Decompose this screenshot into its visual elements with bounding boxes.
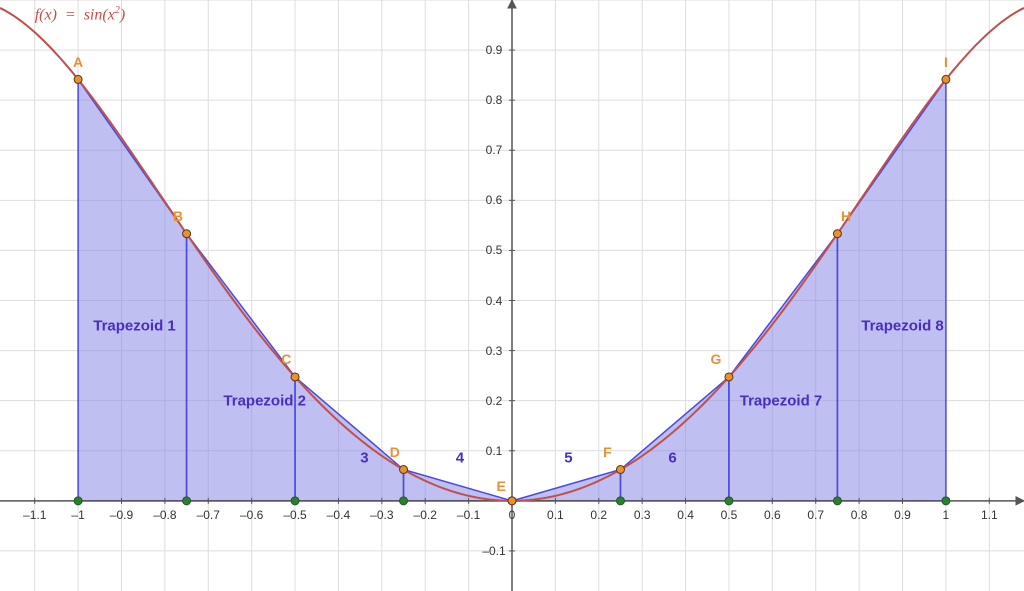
- point-G: [725, 373, 733, 381]
- trapezoid-label-6: 6: [668, 450, 676, 467]
- x-tick-label: –0.6: [240, 508, 263, 522]
- trapezoid-label-5: 5: [564, 450, 572, 467]
- point-D: [400, 466, 408, 474]
- chart-area: –1.1 –1 –0.9 –0.8 –0.7 –0.6 –0.5 –0.4 –0.3 –0.2 –0…: [0, 0, 1024, 591]
- y-tick-label: 0.9: [486, 43, 503, 57]
- base-point-8: [942, 497, 950, 505]
- x-tick-label: –0.4: [327, 508, 350, 522]
- y-tick-label: 0.3: [486, 344, 503, 358]
- x-tick-label: 0.5: [721, 508, 738, 522]
- point-label-E: E: [496, 478, 505, 494]
- x-tick-label: –0.7: [197, 508, 220, 522]
- x-tick-label: 0.3: [634, 508, 651, 522]
- base-point-3: [400, 497, 408, 505]
- y-tick-label: 0.5: [486, 243, 503, 257]
- base-point-7: [833, 497, 841, 505]
- base-point-2: [291, 497, 299, 505]
- y-tick-label: 0.7: [486, 143, 503, 157]
- base-point-1: [183, 497, 191, 505]
- x-tick-label: –1.1: [23, 508, 46, 522]
- trapezoid-label-1: Trapezoid 1: [93, 317, 176, 334]
- x-tick-label: –0.2: [414, 508, 437, 522]
- formula-label: f(x) = sin(x2): [35, 5, 125, 24]
- point-label-C: C: [281, 351, 291, 367]
- y-tick-label: 0.1: [486, 444, 503, 458]
- trapezoid-5: [512, 470, 620, 501]
- point-label-B: B: [173, 208, 183, 224]
- point-label-F: F: [603, 444, 612, 460]
- base-point-0: [74, 497, 82, 505]
- chart-svg: [0, 0, 1024, 591]
- x-tick-label: 0.4: [677, 508, 694, 522]
- x-tick-label: 0.9: [894, 508, 911, 522]
- trapezoid-label-3: 3: [360, 450, 368, 467]
- point-label-G: G: [710, 351, 721, 367]
- trapezoid-label-7: Trapezoid 7: [740, 392, 823, 409]
- point-label-D: D: [390, 444, 400, 460]
- trapezoid-label-4: 4: [456, 450, 464, 467]
- point-C: [291, 373, 299, 381]
- y-tick-label: 0.8: [486, 93, 503, 107]
- trapezoid-7: [729, 234, 837, 501]
- y-tick-label: 0.4: [486, 294, 503, 308]
- x-tick-label: –0.1: [457, 508, 480, 522]
- trapezoid-1: [78, 79, 186, 500]
- trapezoid-label-8: Trapezoid 8: [861, 317, 944, 334]
- point-E: [508, 497, 516, 505]
- x-tick-label: –0.9: [110, 508, 133, 522]
- x-tick-label: –0.5: [283, 508, 306, 522]
- x-tick-label: 1.1: [981, 508, 998, 522]
- point-label-I: I: [944, 54, 948, 70]
- y-tick-label: –0.1: [482, 544, 505, 558]
- point-I: [942, 75, 950, 83]
- base-point-5: [616, 497, 624, 505]
- base-point-6: [725, 497, 733, 505]
- x-tick-label: –0.8: [153, 508, 176, 522]
- point-label-A: A: [73, 54, 83, 70]
- point-B: [183, 230, 191, 238]
- point-F: [616, 466, 624, 474]
- x-tick-label: 1: [943, 508, 950, 522]
- y-tick-label: 0.6: [486, 193, 503, 207]
- x-tick-label: 0: [509, 508, 516, 522]
- x-tick-label: 0.6: [764, 508, 781, 522]
- x-tick-label: 0.2: [590, 508, 607, 522]
- point-H: [833, 230, 841, 238]
- x-tick-label: 0.1: [547, 508, 564, 522]
- point-A: [74, 75, 82, 83]
- x-axis-arrow: [1016, 497, 1024, 505]
- x-tick-label: –1: [71, 508, 84, 522]
- x-tick-label: –0.3: [370, 508, 393, 522]
- point-label-H: H: [841, 208, 851, 224]
- x-tick-label: 0.7: [807, 508, 824, 522]
- x-tick-label: 0.8: [851, 508, 868, 522]
- y-axis-arrow: [508, 0, 516, 8]
- y-tick-label: 0.2: [486, 394, 503, 408]
- trapezoid-8: [837, 79, 945, 500]
- trapezoid-label-2: Trapezoid 2: [223, 392, 306, 409]
- trapezoid-2: [187, 234, 295, 501]
